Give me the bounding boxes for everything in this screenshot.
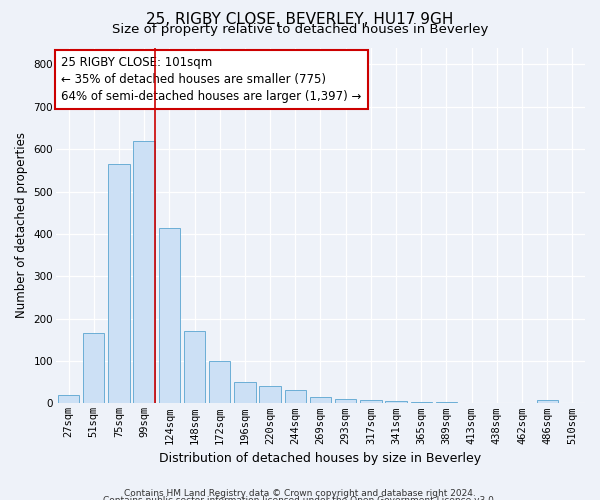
Bar — [184, 332, 205, 404]
Text: Size of property relative to detached houses in Beverley: Size of property relative to detached ho… — [112, 22, 488, 36]
Bar — [209, 361, 230, 404]
Y-axis label: Number of detached properties: Number of detached properties — [15, 132, 28, 318]
Text: Contains HM Land Registry data © Crown copyright and database right 2024.: Contains HM Land Registry data © Crown c… — [124, 488, 476, 498]
Bar — [360, 400, 382, 404]
Bar — [83, 334, 104, 404]
Bar — [461, 402, 482, 404]
Bar — [284, 390, 306, 404]
Bar — [108, 164, 130, 404]
Bar — [562, 402, 583, 404]
Bar — [335, 399, 356, 404]
Bar — [158, 228, 180, 404]
Bar — [385, 401, 407, 404]
Bar — [234, 382, 256, 404]
Bar — [133, 140, 155, 404]
Bar — [259, 386, 281, 404]
Text: 25 RIGBY CLOSE: 101sqm
← 35% of detached houses are smaller (775)
64% of semi-de: 25 RIGBY CLOSE: 101sqm ← 35% of detached… — [61, 56, 362, 104]
Bar — [536, 400, 558, 404]
X-axis label: Distribution of detached houses by size in Beverley: Distribution of detached houses by size … — [160, 452, 482, 465]
Bar — [58, 395, 79, 404]
Text: Contains public sector information licensed under the Open Government Licence v3: Contains public sector information licen… — [103, 496, 497, 500]
Text: 25, RIGBY CLOSE, BEVERLEY, HU17 9GH: 25, RIGBY CLOSE, BEVERLEY, HU17 9GH — [146, 12, 454, 28]
Bar — [436, 402, 457, 404]
Bar — [410, 402, 432, 404]
Bar — [310, 398, 331, 404]
